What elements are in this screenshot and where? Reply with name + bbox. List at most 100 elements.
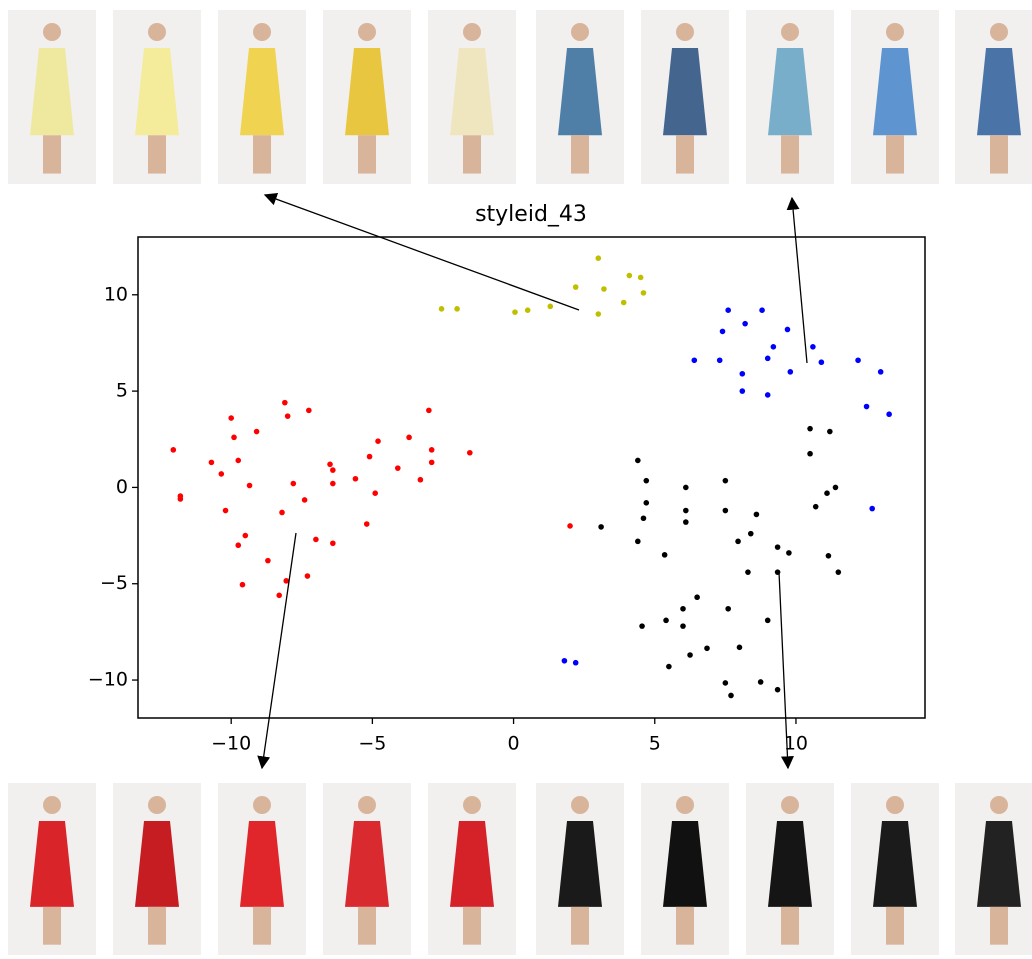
point: [598, 524, 604, 530]
legs: [358, 906, 376, 945]
plot-frame: [137, 236, 926, 719]
point: [683, 519, 689, 525]
y-tick-label: −10: [88, 669, 128, 691]
dress-image: [323, 783, 411, 955]
legs: [253, 135, 271, 174]
point: [869, 505, 875, 512]
point: [722, 477, 729, 484]
point: [764, 355, 771, 362]
dress: [345, 821, 389, 907]
point: [827, 428, 833, 435]
dress-image: [218, 783, 306, 955]
dress-image: [746, 783, 834, 955]
head: [990, 796, 1008, 814]
point: [807, 450, 813, 457]
point: [246, 482, 253, 489]
point: [352, 475, 359, 482]
point: [290, 480, 297, 487]
dress: [135, 821, 179, 907]
point: [825, 553, 832, 559]
point: [218, 471, 225, 477]
head: [148, 23, 166, 41]
point: [253, 428, 260, 435]
point: [704, 645, 710, 652]
point: [454, 306, 460, 312]
point: [547, 303, 554, 310]
head: [571, 23, 589, 41]
arrow: [778, 571, 794, 770]
point: [561, 657, 568, 664]
point: [327, 461, 333, 468]
point: [725, 605, 731, 612]
point: [283, 578, 290, 584]
point: [512, 309, 518, 315]
point: [572, 659, 579, 666]
dress-image: [641, 783, 729, 955]
point: [466, 449, 473, 456]
point: [886, 411, 892, 418]
dress-image: [955, 10, 1032, 184]
point: [640, 290, 647, 296]
point: [757, 679, 764, 685]
point: [635, 538, 641, 545]
y-tick-label: 5: [116, 380, 128, 402]
legs: [253, 906, 271, 945]
head: [676, 23, 694, 41]
head: [253, 796, 271, 814]
point: [807, 425, 813, 432]
point: [719, 328, 726, 335]
point: [818, 359, 825, 366]
point: [330, 467, 336, 473]
legs: [781, 135, 799, 174]
point: [222, 507, 229, 514]
point: [810, 343, 816, 350]
point: [739, 388, 746, 394]
dress: [30, 821, 74, 907]
dress: [240, 48, 284, 136]
point: [363, 521, 370, 527]
point: [276, 592, 282, 599]
head: [781, 796, 799, 814]
legs: [886, 135, 904, 174]
legs: [148, 135, 166, 174]
head: [358, 796, 376, 814]
point: [235, 542, 242, 549]
point: [438, 306, 445, 312]
head: [43, 796, 61, 814]
chart-title: styleid_43: [475, 202, 587, 227]
point: [764, 392, 771, 398]
point: [279, 509, 285, 516]
point: [735, 538, 741, 545]
point: [208, 459, 215, 466]
point: [301, 497, 308, 503]
dress-image: [218, 10, 306, 184]
point: [282, 399, 288, 406]
dress-image: [8, 10, 96, 184]
point: [687, 652, 693, 658]
point: [228, 415, 234, 421]
dress-image: [113, 783, 201, 955]
point: [366, 453, 373, 460]
point: [824, 490, 830, 496]
dress-image: [536, 10, 624, 184]
legs: [148, 906, 166, 945]
head: [43, 23, 61, 41]
dress-image: [428, 10, 516, 184]
head: [676, 796, 694, 814]
point: [753, 511, 760, 518]
point: [747, 530, 754, 537]
dress: [768, 48, 812, 136]
y-tick-label: 0: [116, 476, 128, 498]
point: [231, 434, 237, 441]
dress: [30, 48, 74, 136]
x-tick-label: 5: [649, 733, 661, 755]
point: [620, 299, 627, 306]
legs: [990, 906, 1008, 945]
head: [571, 796, 589, 814]
point: [784, 326, 791, 333]
point: [394, 465, 401, 471]
legs: [43, 906, 61, 945]
legs: [358, 135, 376, 174]
image-strips: [8, 10, 1032, 955]
